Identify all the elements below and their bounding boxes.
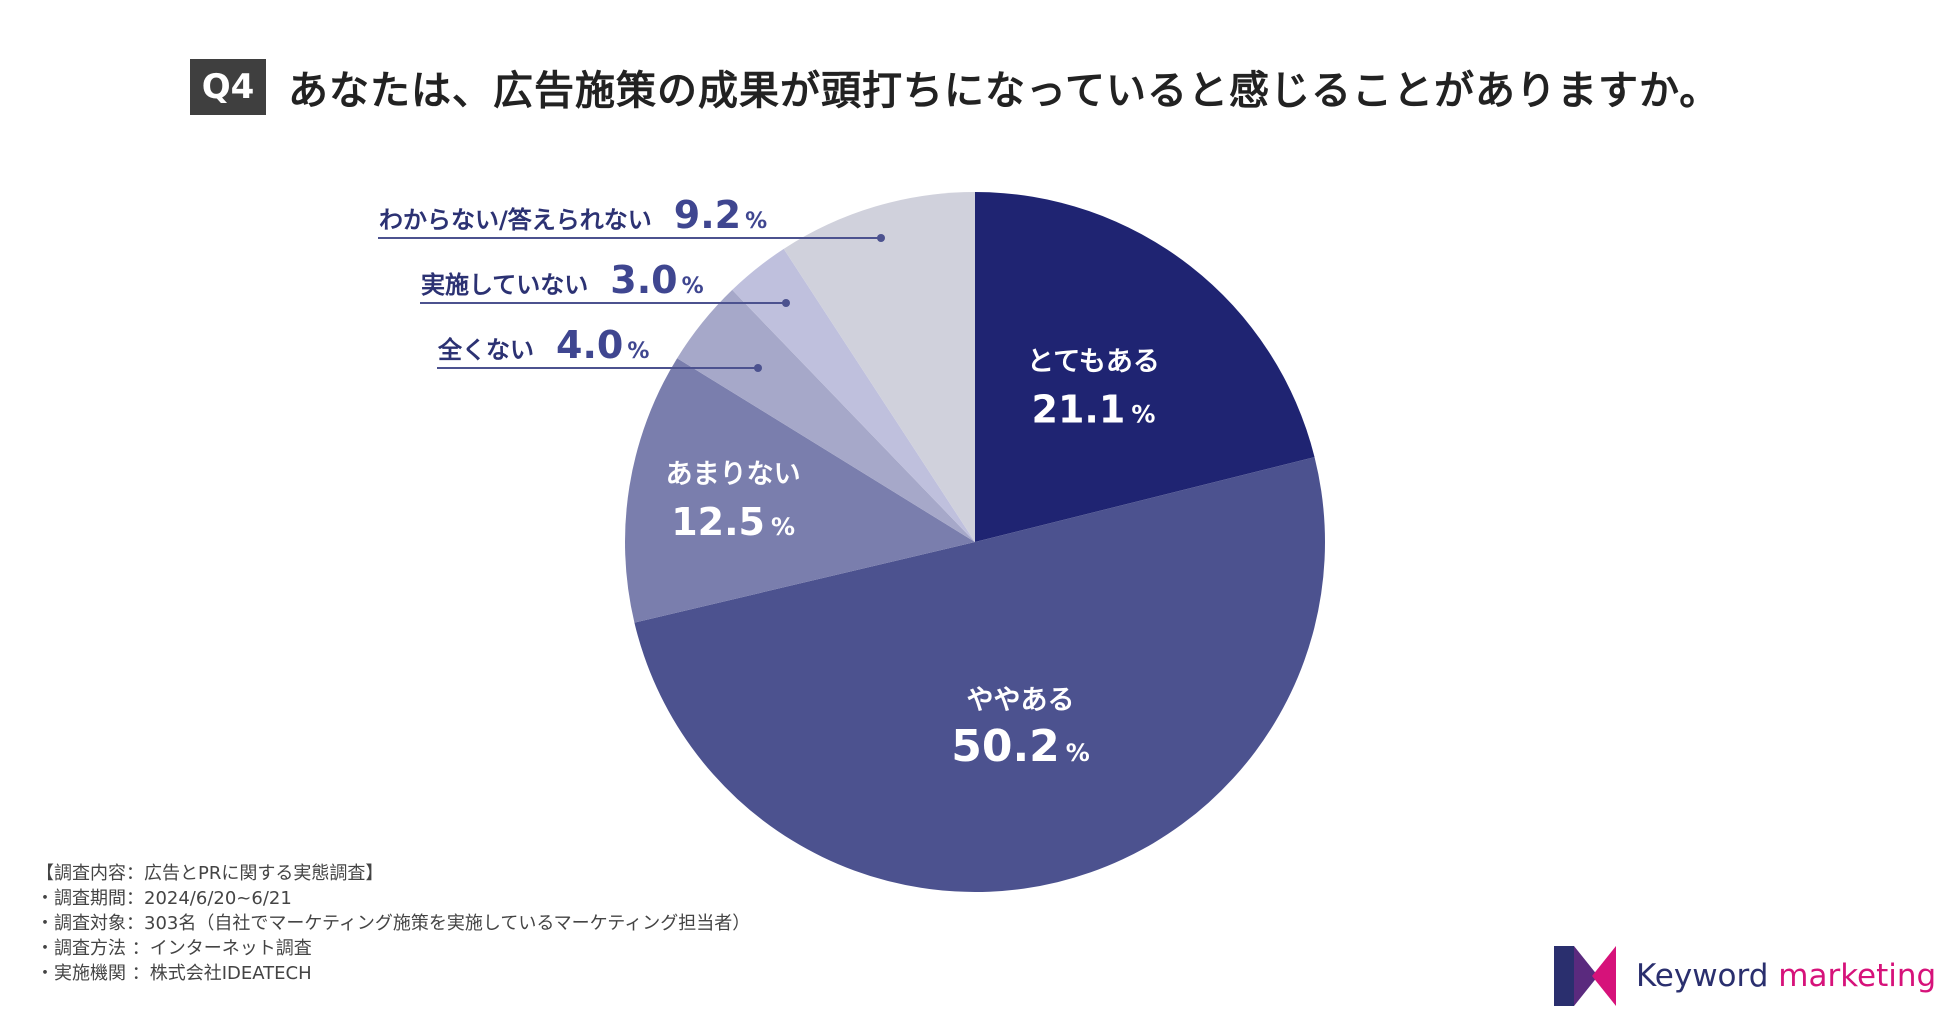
footnote-line: ・調査対象：303名（自社でマーケティング施策を実施しているマーケティング担当者…	[36, 913, 751, 934]
slice-label: 全くない 4.0%	[437, 323, 649, 367]
pie-slice	[732, 248, 975, 543]
footnote-line: ・実施機関 ：株式会社IDEATECH	[36, 963, 312, 984]
logo-mark-icon	[1554, 946, 1616, 1006]
footnote-line: 【調査内容：広告とPRに関する実態調査】	[36, 863, 384, 884]
question-title: あなたは、広告施策の成果が頭打ちになっていると感じることがありますか。	[288, 68, 1721, 114]
pie-slice	[975, 192, 1315, 542]
slice-value: 12.5%	[671, 500, 795, 544]
brand-logo: Keyword marketing	[1554, 946, 1936, 1006]
slice-label: 実施していない 3.0%	[421, 258, 704, 302]
slice-value: 21.1%	[1032, 387, 1156, 431]
slice-value: 50.2%	[951, 721, 1090, 772]
slice-label: ややある	[967, 685, 1075, 716]
pie-slice	[783, 192, 975, 542]
logo-brand: Keyword	[1636, 958, 1769, 994]
slice-label: あまりない	[666, 459, 801, 490]
footnote-line: ・調査期間：2024/6/20~6/21	[36, 888, 292, 909]
logo-text: Keyword marketing	[1636, 958, 1936, 994]
header: Q4 あなたは、広告施策の成果が頭打ちになっていると感じることがありますか。	[190, 58, 1720, 116]
footnote-line: ・調査方法 ：インターネット調査	[36, 938, 312, 959]
footnotes: 【調査内容：広告とPRに関する実態調査】 ・調査期間：2024/6/20~6/2…	[36, 861, 750, 986]
question-badge: Q4	[190, 59, 266, 115]
pie-slice	[624, 358, 975, 623]
pie-slice	[677, 289, 975, 542]
logo-suffix: marketing	[1768, 958, 1937, 994]
leader-dot	[754, 364, 762, 372]
leader-dot	[782, 299, 790, 307]
slice-label: わからない/答えられない 9.2%	[379, 193, 767, 237]
slice-label: とてもある	[1027, 346, 1160, 377]
leader-dot	[877, 234, 885, 242]
pie-slice	[634, 457, 1326, 893]
